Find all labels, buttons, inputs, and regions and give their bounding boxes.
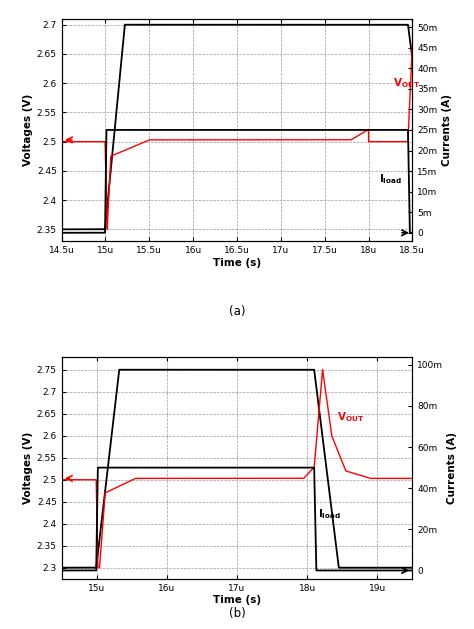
X-axis label: Time (s): Time (s) [213,258,261,268]
Y-axis label: Currents (A): Currents (A) [447,431,457,504]
Text: (b): (b) [228,607,246,620]
Y-axis label: Currents (A): Currents (A) [442,94,452,166]
Text: $\mathbf{V_{OUT}}$: $\mathbf{V_{OUT}}$ [393,76,420,90]
Y-axis label: Voltages (V): Voltages (V) [23,431,33,504]
Text: (a): (a) [229,305,245,318]
Text: $\mathbf{V_{OUT}}$: $\mathbf{V_{OUT}}$ [337,410,364,424]
Y-axis label: Voltages (V): Voltages (V) [23,94,33,166]
Text: $\mathbf{I_{load}}$: $\mathbf{I_{load}}$ [318,507,341,521]
X-axis label: Time (s): Time (s) [213,595,261,605]
Text: $\mathbf{I_{load}}$: $\mathbf{I_{load}}$ [379,172,402,186]
